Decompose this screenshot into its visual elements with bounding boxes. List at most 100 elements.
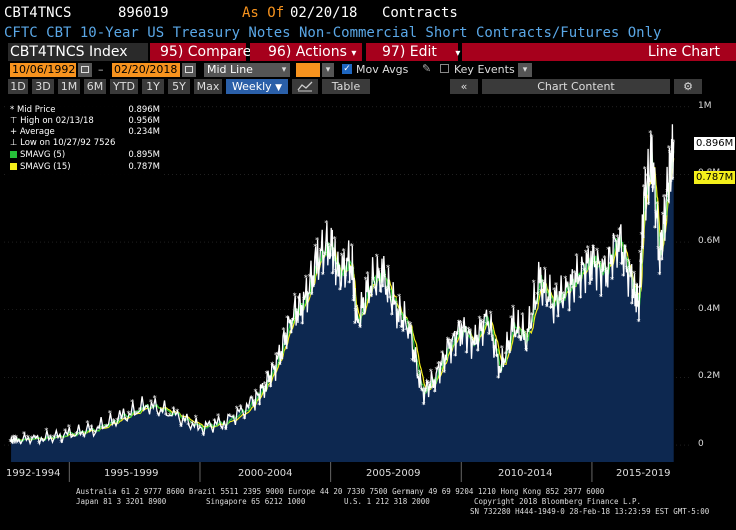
start-date-field[interactable]: 10/06/1992 [10, 63, 76, 77]
price-marker: * [517, 334, 521, 343]
price-marker: * [309, 291, 313, 300]
as-of-date[interactable]: 02/20/18 [290, 5, 358, 21]
collapse-button[interactable]: « [450, 79, 478, 94]
price-marker: * [504, 350, 508, 359]
chart-content-button[interactable]: Chart Content [482, 79, 670, 94]
line-color-swatch[interactable] [296, 63, 320, 77]
end-date-field[interactable]: 02/20/2018 [112, 63, 180, 77]
price-marker: * [647, 178, 651, 187]
price-marker: * [367, 289, 371, 298]
smavg15-swatch [10, 163, 17, 170]
price-marker: * [308, 273, 312, 282]
compare-label: Compare [187, 44, 252, 60]
frequency-label: Weekly [231, 80, 272, 93]
price-marker: * [650, 133, 654, 142]
price-marker: * [317, 261, 321, 270]
price-marker: * [476, 347, 480, 356]
price-marker: * [660, 256, 664, 265]
price-marker: * [558, 296, 562, 305]
mode-dropdown-icon[interactable]: ▾ [278, 63, 290, 77]
price-marker: * [100, 424, 104, 433]
price-marker: * [580, 260, 584, 269]
edit-button[interactable]: 97) Edit ▾ [366, 43, 460, 61]
frequency-select[interactable]: Weekly ▼ [226, 79, 288, 94]
price-marker: * [459, 319, 463, 328]
price-marker: * [350, 242, 354, 251]
units-label: Contracts [382, 5, 458, 21]
price-marker: * [414, 358, 418, 367]
period-5y[interactable]: 5Y [168, 79, 190, 94]
mov-avgs-checkbox[interactable]: ✓ [342, 64, 352, 74]
price-marker: * [429, 367, 433, 376]
price-marker: * [239, 403, 243, 412]
period-6m[interactable]: 6M [84, 79, 106, 94]
price-marker: * [37, 439, 41, 448]
settings-button[interactable]: ⚙ [674, 79, 702, 94]
price-marker: * [328, 252, 332, 261]
period-3d[interactable]: 3D [32, 79, 54, 94]
price-marker: * [511, 303, 515, 312]
price-marker: * [216, 412, 220, 421]
toolbar: CBT4TNCS Index 95) Compare 96) Actions ▾… [0, 42, 736, 62]
price-marker: * [545, 303, 549, 312]
price-marker: * [401, 328, 405, 337]
price-marker: * [466, 326, 470, 335]
price-marker: * [578, 294, 582, 303]
price-marker: * [507, 349, 511, 358]
actions-button[interactable]: 96) Actions ▾ [250, 43, 362, 61]
price-marker: * [399, 324, 403, 333]
price-marker: * [377, 266, 381, 275]
key-events-dropdown-icon[interactable]: ▾ [518, 63, 532, 77]
start-calendar-icon[interactable] [78, 63, 92, 77]
price-marker: * [93, 429, 97, 438]
table-button[interactable]: Table [322, 79, 370, 94]
as-of-label: As Of [242, 5, 285, 21]
price-marker: * [670, 175, 674, 184]
footer-contacts: Australia 61 2 9777 8600 Brazil 5511 239… [76, 487, 605, 496]
period-ytd[interactable]: YTD [110, 79, 138, 94]
price-marker: * [653, 224, 657, 233]
period-1m[interactable]: 1M [58, 79, 80, 94]
price-marker: * [532, 279, 536, 288]
price-marker: * [52, 433, 56, 442]
period-1y[interactable]: 1Y [142, 79, 164, 94]
price-marker: * [246, 403, 250, 412]
price-marker: * [343, 272, 347, 281]
mode-select[interactable]: Mid Line [204, 63, 279, 77]
chart-icon-button[interactable] [292, 79, 318, 94]
price-marker: * [302, 296, 306, 305]
price-marker: * [351, 297, 355, 306]
price-marker: * [265, 370, 269, 379]
chart-type-button[interactable]: Line Chart [462, 43, 736, 61]
end-calendar-icon[interactable] [182, 63, 196, 77]
pencil-icon[interactable]: ✎ [422, 62, 432, 75]
price-marker: * [134, 409, 138, 418]
price-marker: * [261, 384, 265, 393]
security-number: 896019 [118, 5, 169, 21]
price-marker: * [197, 423, 201, 432]
price-marker: * [520, 311, 524, 320]
price-marker: * [183, 417, 187, 426]
color-dropdown-icon[interactable]: ▾ [322, 63, 334, 77]
price-marker: * [304, 274, 308, 283]
price-marker: * [427, 380, 431, 389]
footer-copyright: Copyright 2018 Bloomberg Finance L.P. [474, 497, 642, 506]
price-marker: * [657, 271, 661, 280]
price-marker: * [149, 398, 153, 407]
price-marker: * [340, 251, 344, 260]
price-marker: * [253, 388, 257, 397]
key-events-checkbox[interactable] [440, 64, 449, 73]
period-max[interactable]: Max [194, 79, 222, 94]
price-marker: * [664, 192, 668, 201]
compare-button[interactable]: 95) Compare [150, 43, 251, 61]
price-marker: * [369, 292, 373, 301]
price-marker: * [500, 344, 504, 353]
security-field[interactable]: CBT4TNCS Index [8, 43, 148, 61]
price-marker: * [407, 320, 411, 329]
price-marker: * [616, 233, 620, 242]
price-marker: * [127, 410, 131, 419]
price-marker: * [362, 310, 366, 319]
price-marker: * [71, 432, 75, 441]
period-1d[interactable]: 1D [8, 79, 28, 94]
price-marker: * [670, 151, 674, 160]
